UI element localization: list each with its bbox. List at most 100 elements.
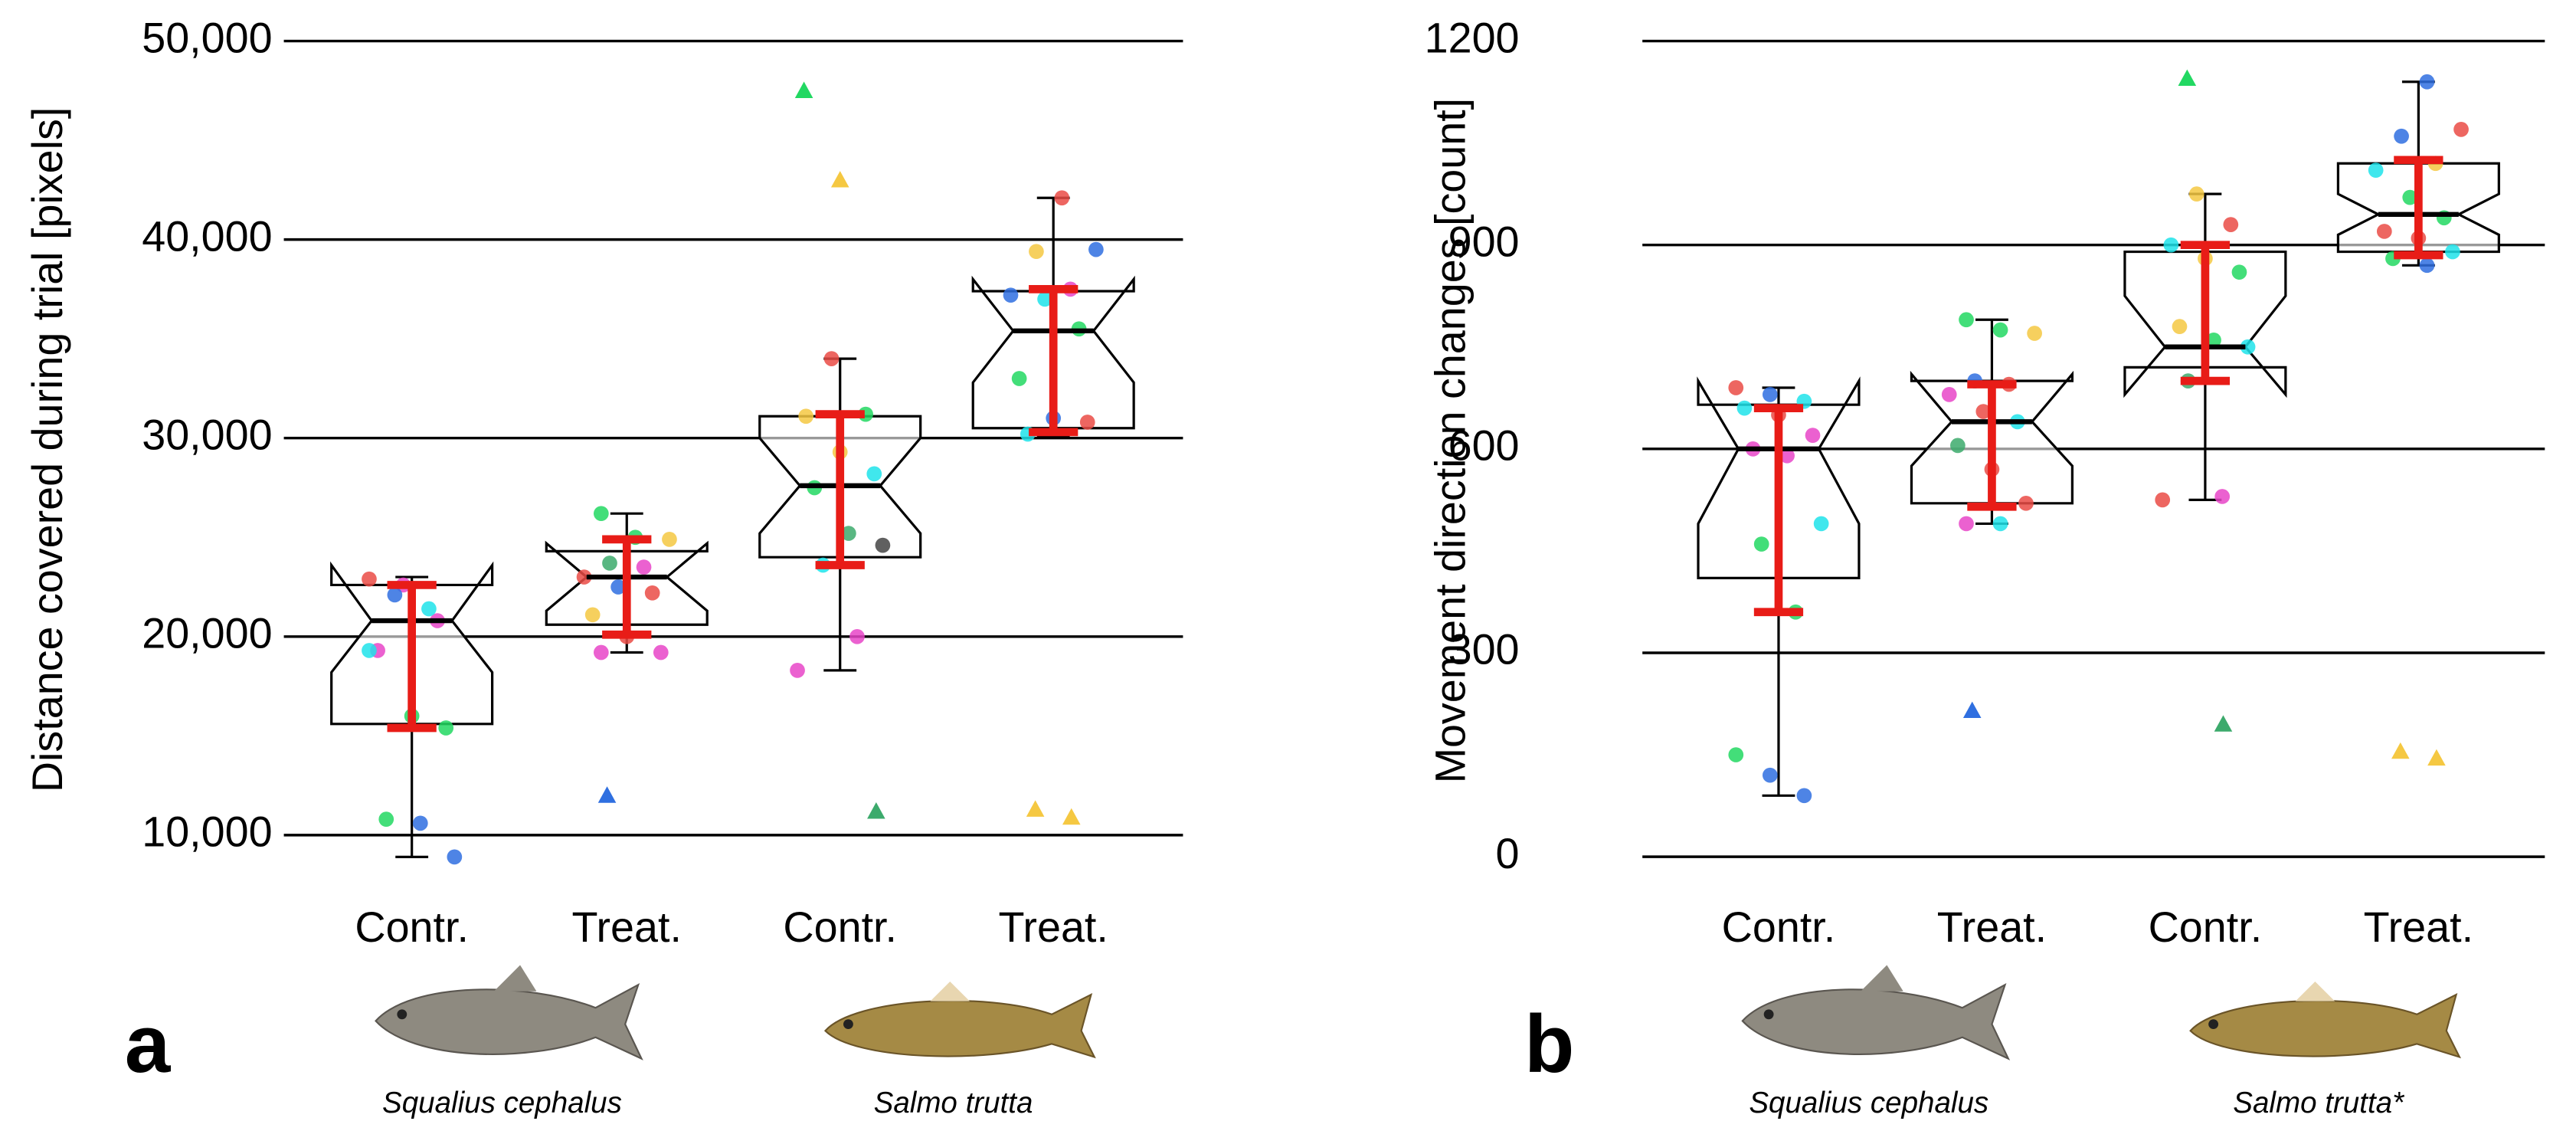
data-point <box>584 607 601 623</box>
y-tick-label: 0 <box>1496 830 1520 877</box>
data-point <box>875 537 891 553</box>
outlier <box>2427 749 2446 766</box>
data-point <box>2394 128 2409 144</box>
mean-sd-bar <box>1753 404 1804 617</box>
fish-trutta-b <box>2189 981 2461 1059</box>
data-point <box>2419 257 2435 274</box>
data-point <box>447 849 463 865</box>
data-point <box>2402 189 2418 205</box>
data-point <box>653 644 669 661</box>
data-point <box>1011 371 1027 386</box>
data-point <box>1728 747 1744 762</box>
data-point <box>1753 536 1769 552</box>
data-point <box>2188 186 2204 202</box>
x-tick-label: Treat. <box>2364 903 2473 951</box>
data-point <box>1779 447 1795 464</box>
data-point <box>790 662 805 678</box>
data-point <box>1728 380 1744 395</box>
data-point <box>1003 287 1019 303</box>
data-point <box>644 585 660 601</box>
data-point <box>849 628 865 644</box>
outlier <box>2178 69 2197 86</box>
data-point <box>1941 387 1957 402</box>
fish-cephalus-a <box>375 965 643 1060</box>
outlier <box>1962 701 1982 719</box>
data-point <box>378 811 394 828</box>
y-tick-label: 30,000 <box>142 411 272 458</box>
outlier <box>2391 742 2410 759</box>
x-tick-label: Contr. <box>1722 903 1836 951</box>
data-point <box>2172 319 2188 335</box>
x-tick-label: Treat. <box>572 903 682 951</box>
data-point <box>2027 326 2042 341</box>
data-point <box>2206 333 2221 348</box>
data-point <box>1029 244 1044 260</box>
outlier <box>794 81 813 98</box>
y-tick-label: 20,000 <box>142 610 272 657</box>
mean-sd-bar <box>602 535 652 639</box>
data-point <box>1992 322 2008 338</box>
data-point <box>2368 162 2384 178</box>
x-tick-label: Contr. <box>2149 903 2263 951</box>
data-point <box>2018 495 2034 511</box>
y-tick-label: 900 <box>1448 218 1520 265</box>
y-tick-label: 300 <box>1448 626 1520 674</box>
data-point <box>823 351 840 366</box>
data-point <box>1079 415 1095 430</box>
x-tick-label: Contr. <box>355 903 469 951</box>
data-point <box>593 506 609 522</box>
data-point <box>662 531 677 547</box>
data-point <box>1959 516 1974 532</box>
data-point <box>636 559 652 575</box>
outlier <box>1026 800 1045 817</box>
data-point <box>841 526 856 541</box>
panel-label: b <box>1524 998 1574 1090</box>
data-point <box>362 571 377 587</box>
y-tick-label: 50,000 <box>142 14 272 61</box>
y-tick-label: 10,000 <box>142 808 272 856</box>
data-point <box>412 815 428 831</box>
data-point <box>2163 237 2179 253</box>
data-point <box>2223 217 2239 232</box>
mean-sd-bar <box>1967 380 2017 511</box>
data-point <box>576 569 592 585</box>
data-point <box>2231 264 2247 280</box>
data-point <box>602 556 617 571</box>
y-tick-label: 1200 <box>1425 14 1520 61</box>
panel-label: a <box>125 998 172 1090</box>
data-point <box>1736 400 1753 416</box>
outlier <box>1062 808 1081 825</box>
data-point <box>1813 516 1829 532</box>
data-point <box>2240 339 2256 355</box>
y-axis-label: Movement direction changes [count] <box>1427 98 1475 784</box>
data-point <box>387 587 403 603</box>
outlier <box>597 786 617 803</box>
data-point <box>1950 438 1966 454</box>
data-point <box>1796 788 1812 804</box>
y-tick-label: 600 <box>1448 422 1520 470</box>
mean-sd-bar <box>1029 285 1079 437</box>
data-point <box>2453 122 2469 137</box>
data-point <box>1805 428 1821 443</box>
mean-sd-bar <box>815 410 865 569</box>
data-point <box>1975 404 1992 419</box>
data-point <box>798 408 814 424</box>
data-point <box>1088 241 1104 257</box>
data-point <box>2214 489 2231 504</box>
mean-sd-bar <box>2394 156 2443 260</box>
data-point <box>421 601 437 617</box>
data-point <box>1959 312 1974 328</box>
species-label: Salmo trutta <box>874 1087 1033 1119</box>
fish-trutta-a <box>823 981 1096 1059</box>
data-point <box>593 644 609 661</box>
outlier <box>2214 715 2233 732</box>
data-point <box>1762 767 1778 783</box>
data-point <box>1992 516 2008 532</box>
outlier <box>830 171 849 188</box>
data-point <box>2445 244 2460 260</box>
data-point <box>1054 190 1070 206</box>
mean-sd-bar <box>2180 241 2231 385</box>
fish-cephalus-b <box>1741 965 2011 1060</box>
